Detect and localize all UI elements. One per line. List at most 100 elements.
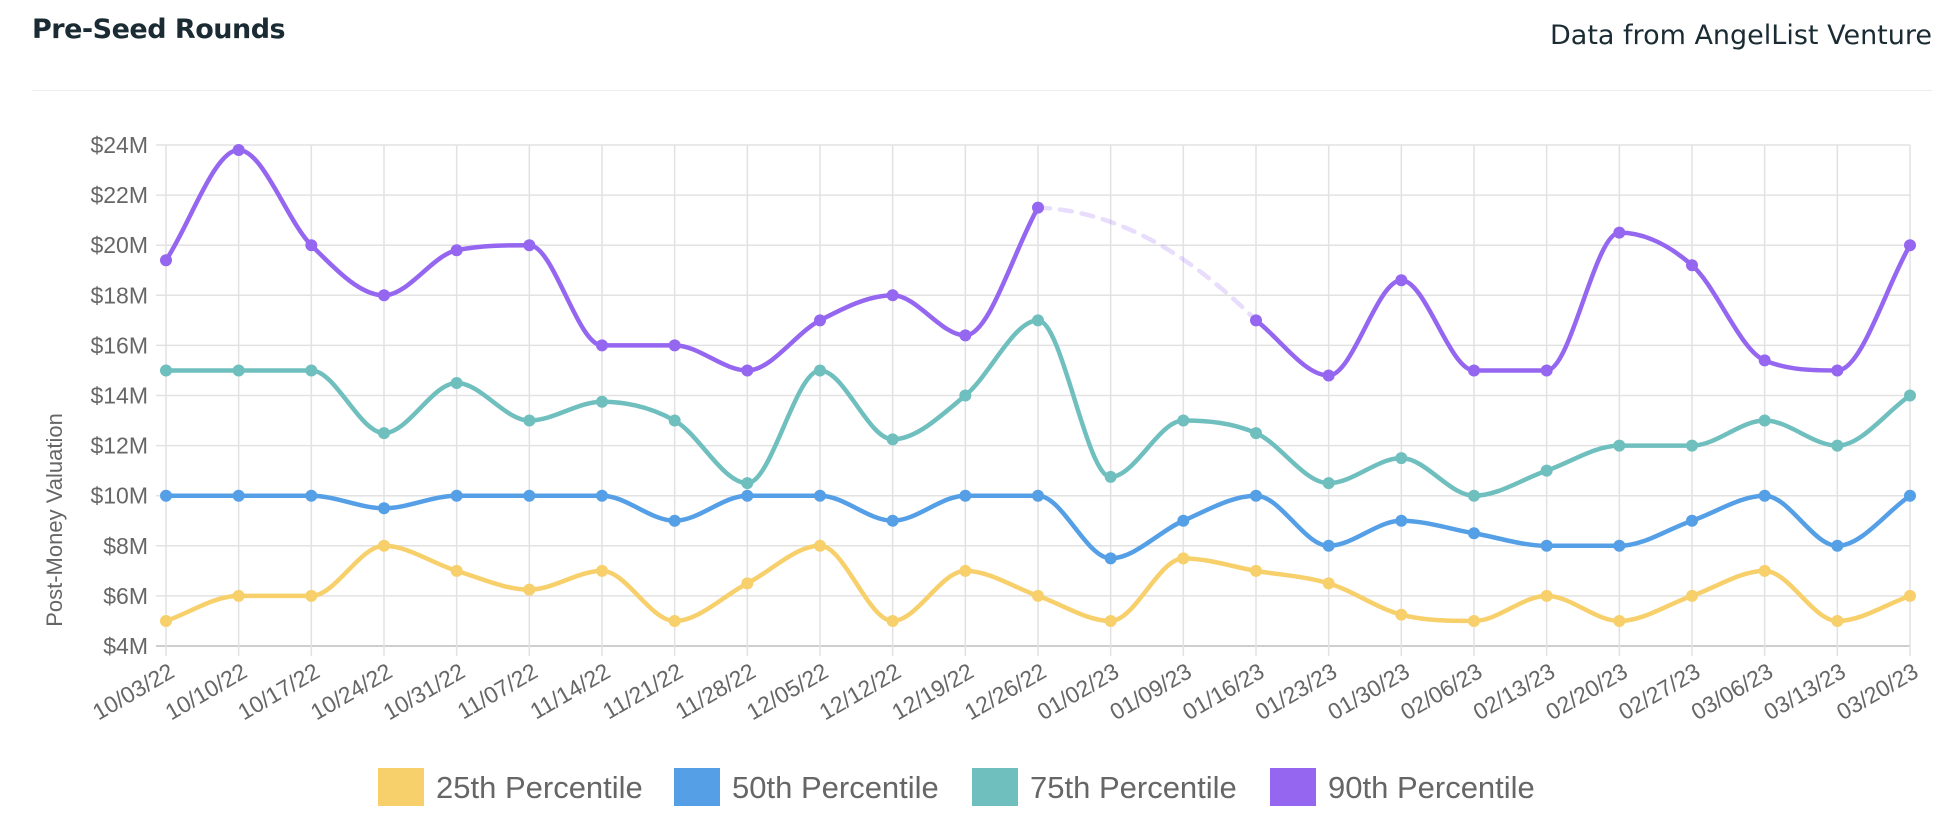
data-point[interactable] xyxy=(1468,614,1480,627)
data-point[interactable] xyxy=(305,364,318,377)
data-point[interactable] xyxy=(741,364,754,377)
data-point[interactable] xyxy=(886,433,899,446)
data-point[interactable] xyxy=(1540,464,1553,477)
data-point[interactable] xyxy=(668,339,681,352)
data-point[interactable] xyxy=(1250,489,1262,502)
data-point[interactable] xyxy=(1904,589,1916,602)
data-point[interactable] xyxy=(1032,201,1044,214)
data-point[interactable] xyxy=(1395,452,1408,465)
data-point[interactable] xyxy=(668,514,681,527)
data-point[interactable] xyxy=(668,414,681,427)
data-point[interactable] xyxy=(1613,539,1626,552)
data-point[interactable] xyxy=(450,489,463,502)
data-point[interactable] xyxy=(741,489,754,502)
data-point[interactable] xyxy=(1104,470,1117,483)
data-point[interactable] xyxy=(378,289,390,302)
data-point[interactable] xyxy=(1904,389,1916,402)
data-point[interactable] xyxy=(1250,427,1262,440)
data-point[interactable] xyxy=(1758,489,1771,502)
data-point[interactable] xyxy=(814,314,826,327)
data-point[interactable] xyxy=(1322,369,1335,382)
data-point[interactable] xyxy=(1468,527,1480,540)
data-point[interactable] xyxy=(1250,314,1262,327)
data-point[interactable] xyxy=(523,414,536,427)
data-point[interactable] xyxy=(1540,539,1553,552)
data-point[interactable] xyxy=(305,489,318,502)
data-point[interactable] xyxy=(814,489,826,502)
data-point[interactable] xyxy=(1250,564,1262,577)
data-point[interactable] xyxy=(596,395,608,408)
data-point[interactable] xyxy=(1395,514,1408,527)
data-point[interactable] xyxy=(596,489,608,502)
data-point[interactable] xyxy=(1540,364,1553,377)
data-point[interactable] xyxy=(1686,589,1698,602)
data-point[interactable] xyxy=(886,289,899,302)
data-point[interactable] xyxy=(1758,354,1771,367)
data-point[interactable] xyxy=(1613,439,1626,452)
data-point[interactable] xyxy=(596,339,608,352)
data-point[interactable] xyxy=(1104,552,1117,565)
data-point[interactable] xyxy=(1686,259,1698,272)
legend-item-90th-percentile[interactable]: 90th Percentile xyxy=(1270,768,1535,806)
data-point[interactable] xyxy=(305,589,318,602)
data-point[interactable] xyxy=(741,577,754,590)
data-point[interactable] xyxy=(450,244,463,257)
data-point[interactable] xyxy=(160,614,172,627)
legend-item-75th-percentile[interactable]: 75th Percentile xyxy=(972,768,1237,806)
data-point[interactable] xyxy=(959,564,972,577)
data-point[interactable] xyxy=(1613,614,1626,627)
data-point[interactable] xyxy=(160,364,172,377)
data-point[interactable] xyxy=(1177,514,1190,527)
data-point[interactable] xyxy=(1395,608,1408,621)
data-point[interactable] xyxy=(1904,489,1916,502)
data-point[interactable] xyxy=(959,489,972,502)
data-point[interactable] xyxy=(1177,552,1190,565)
data-point[interactable] xyxy=(1904,239,1916,252)
data-point[interactable] xyxy=(1322,477,1335,490)
data-point[interactable] xyxy=(814,364,826,377)
data-point[interactable] xyxy=(1032,489,1044,502)
data-point[interactable] xyxy=(668,614,681,627)
data-point[interactable] xyxy=(450,376,463,389)
data-point[interactable] xyxy=(1032,589,1044,602)
data-point[interactable] xyxy=(1686,514,1698,527)
data-point[interactable] xyxy=(1395,274,1408,287)
data-point[interactable] xyxy=(1032,314,1044,327)
data-point[interactable] xyxy=(523,583,536,596)
data-point[interactable] xyxy=(1104,614,1117,627)
data-point[interactable] xyxy=(523,489,536,502)
data-point[interactable] xyxy=(1831,364,1844,377)
data-point[interactable] xyxy=(1468,489,1480,502)
data-point[interactable] xyxy=(378,539,390,552)
data-point[interactable] xyxy=(160,254,172,267)
data-point[interactable] xyxy=(1540,589,1553,602)
data-point[interactable] xyxy=(232,589,245,602)
data-point[interactable] xyxy=(232,364,245,377)
data-point[interactable] xyxy=(1831,539,1844,552)
data-point[interactable] xyxy=(741,477,754,490)
data-point[interactable] xyxy=(886,514,899,527)
data-point[interactable] xyxy=(1322,539,1335,552)
data-point[interactable] xyxy=(1613,226,1626,239)
legend-item-50th-percentile[interactable]: 50th Percentile xyxy=(674,768,939,806)
data-point[interactable] xyxy=(378,427,390,440)
data-point[interactable] xyxy=(814,539,826,552)
data-point[interactable] xyxy=(596,564,608,577)
data-point[interactable] xyxy=(959,329,972,342)
data-point[interactable] xyxy=(1831,439,1844,452)
data-point[interactable] xyxy=(1831,614,1844,627)
data-point[interactable] xyxy=(1322,577,1335,590)
legend-item-25th-percentile[interactable]: 25th Percentile xyxy=(378,768,643,806)
data-point[interactable] xyxy=(886,614,899,627)
data-point[interactable] xyxy=(232,144,245,157)
data-point[interactable] xyxy=(523,239,536,252)
data-point[interactable] xyxy=(378,502,390,515)
data-point[interactable] xyxy=(305,239,318,252)
data-point[interactable] xyxy=(1758,564,1771,577)
data-point[interactable] xyxy=(232,489,245,502)
data-point[interactable] xyxy=(959,389,972,402)
data-point[interactable] xyxy=(1686,439,1698,452)
data-point[interactable] xyxy=(1758,414,1771,427)
data-point[interactable] xyxy=(450,564,463,577)
data-point[interactable] xyxy=(1177,414,1190,427)
